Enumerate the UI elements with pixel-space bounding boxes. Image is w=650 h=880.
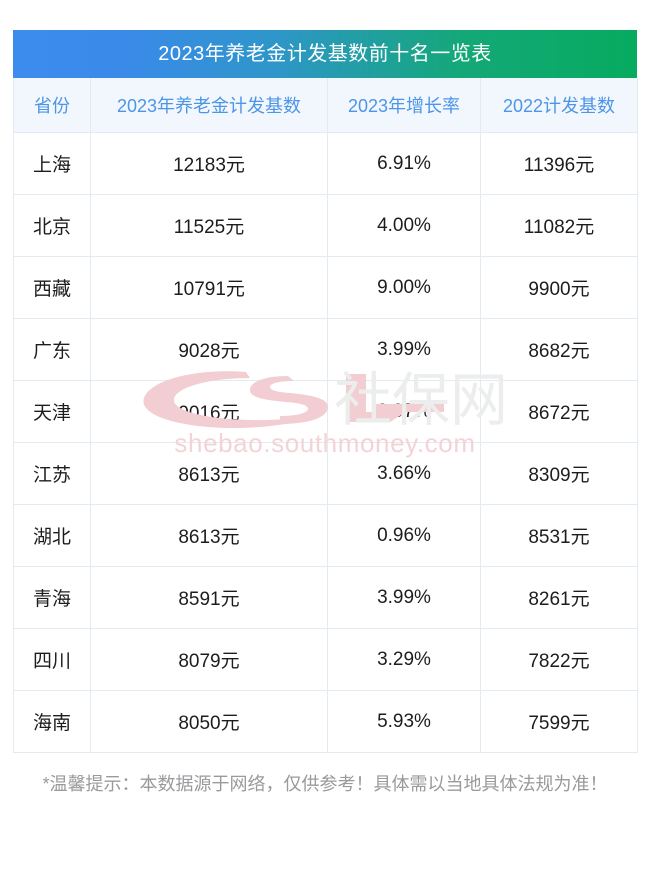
table-row: 海南 8050元 5.93% 7599元: [13, 690, 638, 753]
cell-province: 上海: [13, 132, 91, 195]
cell-province: 天津: [13, 380, 91, 443]
cell-base-2023: 8079元: [90, 628, 328, 691]
column-header-base-2022: 2022计发基数: [480, 78, 638, 133]
cell-growth-2023: 5.93%: [327, 690, 481, 753]
table-row: 青海 8591元 3.99% 8261元: [13, 566, 638, 629]
cell-base-2022: 11396元: [480, 132, 638, 195]
table-row: 四川 8079元 3.29% 7822元: [13, 628, 638, 691]
cell-growth-2023: 3.99%: [327, 566, 481, 629]
cell-base-2022: 7822元: [480, 628, 638, 691]
cell-base-2022: 11082元: [480, 194, 638, 257]
cell-base-2023: 12183元: [90, 132, 328, 195]
table-row: 广东 9028元 3.99% 8682元: [13, 318, 638, 381]
table-header: 省份 2023年养老金计发基数 2023年增长率 2022计发基数: [13, 78, 638, 133]
pension-table-container: 2023年养老金计发基数前十名一览表 省份 2023年养老金计发基数 2023年…: [13, 30, 638, 753]
cell-base-2022: 8309元: [480, 442, 638, 505]
column-header-base-2023: 2023年养老金计发基数: [90, 78, 328, 133]
table-row: 天津 9016元 3.97% 8672元: [13, 380, 638, 443]
cell-province: 青海: [13, 566, 91, 629]
cell-growth-2023: 6.91%: [327, 132, 481, 195]
cell-province: 西藏: [13, 256, 91, 319]
cell-base-2023: 8613元: [90, 442, 328, 505]
cell-province: 海南: [13, 690, 91, 753]
cell-base-2022: 8682元: [480, 318, 638, 381]
cell-growth-2023: 3.97%: [327, 380, 481, 443]
cell-growth-2023: 0.96%: [327, 504, 481, 567]
table-row: 北京 11525元 4.00% 11082元: [13, 194, 638, 257]
cell-growth-2023: 4.00%: [327, 194, 481, 257]
cell-base-2023: 9028元: [90, 318, 328, 381]
cell-base-2022: 8261元: [480, 566, 638, 629]
cell-base-2022: 9900元: [480, 256, 638, 319]
cell-base-2023: 10791元: [90, 256, 328, 319]
cell-base-2022: 7599元: [480, 690, 638, 753]
cell-base-2023: 8050元: [90, 690, 328, 753]
cell-growth-2023: 3.66%: [327, 442, 481, 505]
table-row: 江苏 8613元 3.66% 8309元: [13, 442, 638, 505]
cell-base-2022: 8672元: [480, 380, 638, 443]
cell-province: 湖北: [13, 504, 91, 567]
cell-province: 四川: [13, 628, 91, 691]
cell-province: 广东: [13, 318, 91, 381]
cell-base-2023: 9016元: [90, 380, 328, 443]
pension-table: 省份 2023年养老金计发基数 2023年增长率 2022计发基数 上海 121…: [13, 78, 638, 753]
table-row: 西藏 10791元 9.00% 9900元: [13, 256, 638, 319]
cell-base-2022: 8531元: [480, 504, 638, 567]
cell-growth-2023: 9.00%: [327, 256, 481, 319]
cell-base-2023: 11525元: [90, 194, 328, 257]
table-header-row: 省份 2023年养老金计发基数 2023年增长率 2022计发基数: [13, 78, 638, 133]
table-body: 上海 12183元 6.91% 11396元 北京 11525元 4.00% 1…: [13, 132, 638, 753]
cell-province: 江苏: [13, 442, 91, 505]
cell-growth-2023: 3.99%: [327, 318, 481, 381]
cell-province: 北京: [13, 194, 91, 257]
footer-disclaimer: *温馨提示：本数据源于网络，仅供参考！具体需以当地具体法规为准！: [42, 774, 608, 794]
table-row: 湖北 8613元 0.96% 8531元: [13, 504, 638, 567]
cell-base-2023: 8613元: [90, 504, 328, 567]
column-header-province: 省份: [13, 78, 91, 133]
table-title-banner: 2023年养老金计发基数前十名一览表: [13, 30, 637, 78]
cell-base-2023: 8591元: [90, 566, 328, 629]
column-header-growth-2023: 2023年增长率: [327, 78, 481, 133]
table-row: 上海 12183元 6.91% 11396元: [13, 132, 638, 195]
cell-growth-2023: 3.29%: [327, 628, 481, 691]
